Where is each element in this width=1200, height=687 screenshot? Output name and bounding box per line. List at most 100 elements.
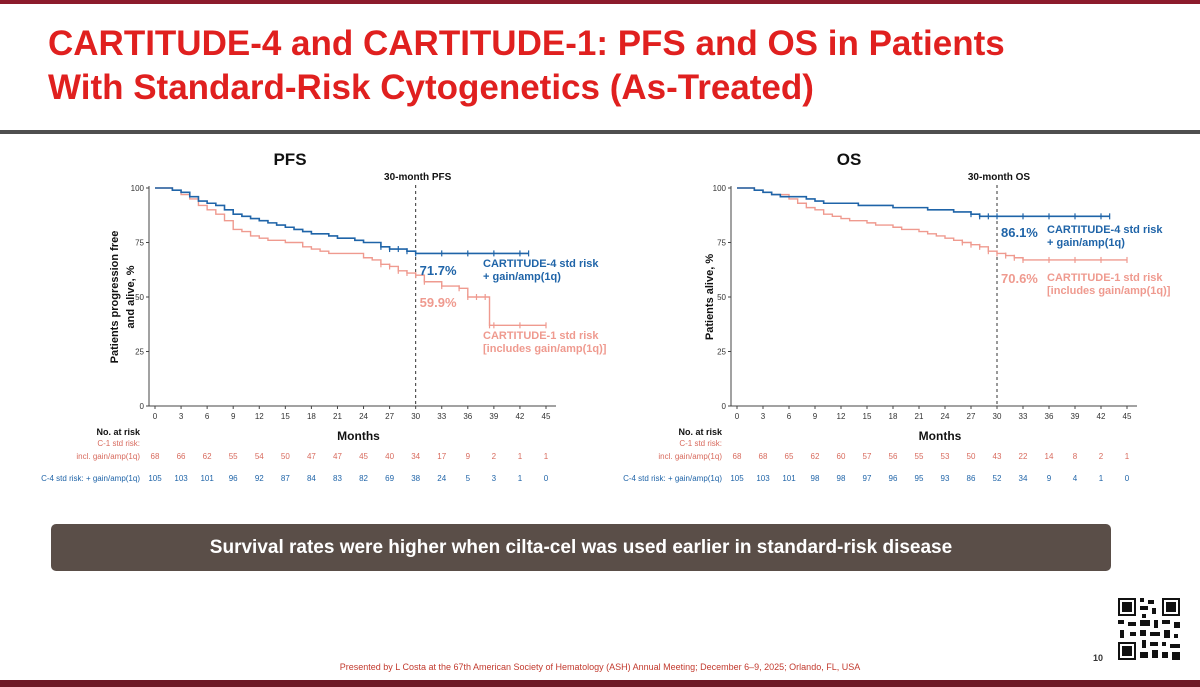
chart1-at-risk-c4-value: 0 [1125, 474, 1130, 483]
chart1-at-risk-c1-label-line2: incl. gain/amp(1q) [658, 452, 722, 461]
chart1-at-risk-c1-value: 43 [993, 452, 1002, 461]
chart0-c4-label-line1: CARTITUDE-4 std risk [483, 258, 599, 270]
chart1-xtick-label: 0 [735, 412, 740, 421]
chart1-xtick-label: 33 [1019, 412, 1028, 421]
chart1-at-risk-c4-value: 9 [1047, 474, 1052, 483]
chart0-at-risk-c4-label: C-4 std risk: + gain/amp(1q) [41, 474, 140, 483]
conclusion-text: Survival rates were higher when cilta-ce… [209, 536, 953, 558]
chart0-xtick-label: 24 [359, 412, 368, 421]
chart1-reference-label: 30-month OS [968, 172, 1031, 183]
chart1-c1-rate: 70.6% [1001, 271, 1038, 286]
chart1-at-risk-c1-value: 1 [1125, 452, 1130, 461]
chart0-at-risk-c4-value: 5 [466, 474, 471, 483]
chart0-xtick-label: 3 [179, 412, 184, 421]
chart1-c4-label-line2: + gain/amp(1q) [1047, 237, 1125, 249]
chart1-xtick-label: 30 [993, 412, 1002, 421]
chart0-at-risk-c1-value: 55 [229, 452, 238, 461]
chart0-xlabel: Months [337, 429, 380, 443]
page-number: 10 [1093, 653, 1104, 663]
chart1-xtick-label: 42 [1097, 412, 1106, 421]
chart0-at-risk-c4-value: 83 [333, 474, 342, 483]
chart0-at-risk-c1-value: 54 [255, 452, 264, 461]
chart1-xtick-label: 45 [1123, 412, 1132, 421]
chart0-title: PFS [273, 150, 306, 169]
chart1-c1-label-line1: CARTITUDE-1 std risk [1047, 272, 1163, 284]
chart0-at-risk-c1-value: 1 [518, 452, 523, 461]
chart0-at-risk-c4-value: 92 [255, 474, 264, 483]
chart1-at-risk-c4-value: 105 [730, 474, 744, 483]
chart1-at-risk-c1-label-line1: C-1 std risk: [679, 439, 722, 448]
qr-code-icon[interactable] [1116, 596, 1182, 662]
chart0-at-risk-c1-value: 47 [333, 452, 342, 461]
chart1-at-risk-c1-value: 60 [837, 452, 846, 461]
chart1-at-risk-c1-value: 55 [915, 452, 924, 461]
chart1-xtick-label: 24 [941, 412, 950, 421]
slide-title-line1: CARTITUDE-4 and CARTITUDE-1: PFS and OS … [48, 24, 1005, 63]
chart0-ytick-label: 100 [131, 184, 145, 193]
chart0-at-risk-c1-value: 47 [307, 452, 316, 461]
chart0-xtick-label: 6 [205, 412, 210, 421]
chart0-reference-label: 30-month PFS [384, 172, 452, 183]
chart1-at-risk-c1-value: 68 [733, 452, 742, 461]
chart1-ytick-label: 75 [717, 239, 726, 248]
chart1-ytick-label: 0 [722, 402, 727, 411]
chart0-ytick-label: 25 [135, 348, 144, 357]
chart0-xtick-label: 33 [437, 412, 446, 421]
chart1-series-0-curve [737, 187, 1110, 218]
chart0-xtick-label: 18 [307, 412, 316, 421]
chart1-xlabel: Months [919, 429, 962, 443]
chart0-at-risk-c4-value: 38 [411, 474, 420, 483]
chart0-c1-label-line2: [includes gain/amp(1q)] [483, 343, 607, 355]
presentation-footer: Presented by L Costa at the 67th America… [339, 662, 861, 672]
chart0-xtick-label: 45 [542, 412, 551, 421]
chart0-at-risk-c4-value: 87 [281, 474, 290, 483]
slide-title: CARTITUDE-4 and CARTITUDE-1: PFS and OS … [48, 22, 1168, 110]
chart1-at-risk-c4-value: 93 [941, 474, 950, 483]
chart1-at-risk-c1-value: 50 [967, 452, 976, 461]
chart0-at-risk-c1-value: 40 [385, 452, 394, 461]
chart0-ylabel-line2: and alive, % [125, 265, 137, 328]
chart1-at-risk-c1-value: 68 [759, 452, 768, 461]
chart1-at-risk-c4-value: 97 [863, 474, 872, 483]
chart1-title: OS [837, 150, 862, 169]
chart0-xtick-label: 0 [153, 412, 158, 421]
chart0-at-risk-header: No. at risk [96, 427, 141, 437]
chart0-xtick-label: 15 [281, 412, 290, 421]
chart0-xtick-label: 12 [255, 412, 264, 421]
chart0-series-0-curve [155, 187, 529, 255]
chart1-xtick-label: 39 [1071, 412, 1080, 421]
slide-title-line2: With Standard-Risk Cytogenetics (As-Trea… [48, 68, 814, 107]
chart0-at-risk-c1-value: 9 [466, 452, 471, 461]
chart0-at-risk-c4-value: 82 [359, 474, 368, 483]
chart1-at-risk-c4-value: 95 [915, 474, 924, 483]
chart0-at-risk-c4-value: 24 [437, 474, 446, 483]
chart0-at-risk-c4-value: 105 [148, 474, 162, 483]
chart0-at-risk-c4-value: 103 [174, 474, 188, 483]
chart0-at-risk-c1-value: 1 [544, 452, 549, 461]
chart1-at-risk-c4-value: 103 [756, 474, 770, 483]
chart1-at-risk-c4-value: 96 [889, 474, 898, 483]
chart1-at-risk-c4-value: 52 [993, 474, 1002, 483]
chart0-at-risk-c1-label-line1: C-1 std risk: [97, 439, 140, 448]
chart0-at-risk-c4-value: 0 [544, 474, 549, 483]
chart0-at-risk-c4-value: 84 [307, 474, 316, 483]
chart1-ylabel: Patients alive, % [704, 254, 716, 340]
chart0-at-risk-c1-value: 68 [151, 452, 160, 461]
chart1-ytick-label: 50 [717, 293, 726, 302]
chart0-c1-label-line1: CARTITUDE-1 std risk [483, 330, 599, 342]
top-frame-bar [0, 0, 1200, 4]
chart0-xtick-label: 21 [333, 412, 342, 421]
chart1-xtick-label: 18 [889, 412, 898, 421]
chart0-ytick-label: 0 [140, 402, 145, 411]
chart0-at-risk-c4-value: 96 [229, 474, 238, 483]
chart0-at-risk-c4-value: 101 [200, 474, 214, 483]
chart1-ytick-label: 100 [713, 184, 727, 193]
chart1-xtick-label: 21 [915, 412, 924, 421]
conclusion-banner: Survival rates were higher when cilta-ce… [51, 524, 1111, 571]
chart0-at-risk-c1-value: 34 [411, 452, 420, 461]
chart1-xtick-label: 15 [863, 412, 872, 421]
chart1-at-risk-c4-value: 1 [1099, 474, 1104, 483]
chart1-at-risk-c1-value: 57 [863, 452, 872, 461]
chart0-at-risk-c1-value: 66 [177, 452, 186, 461]
